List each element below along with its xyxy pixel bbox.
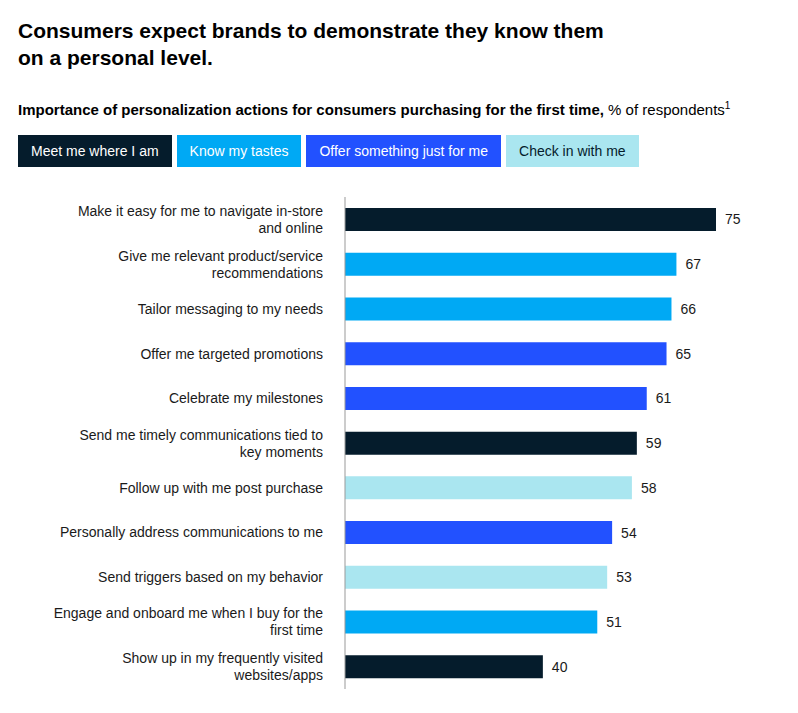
svg-text:Send triggers based on my beha: Send triggers based on my behavior — [98, 569, 323, 585]
svg-text:Send me timely communications: Send me timely communications tied tokey… — [79, 427, 323, 460]
svg-text:Tailor messaging to my needs: Tailor messaging to my needs — [138, 301, 323, 317]
html-text:Offer something just for me: Offer something just for me — [319, 143, 488, 159]
html-text:Check in with me: Check in with me — [519, 143, 626, 159]
html-text:Know my tastes: Know my tastes — [189, 143, 289, 159]
svg-text:66: 66 — [680, 301, 696, 317]
html-text:Meet me where I am: Meet me where I am — [31, 143, 159, 159]
svg-text:65: 65 — [676, 346, 692, 362]
svg-text:Offer me targeted promotions: Offer me targeted promotions — [140, 346, 323, 362]
svg-text:Make it easy for me to navigat: Make it easy for me to navigate in-store… — [78, 203, 323, 236]
svg-text:53: 53 — [616, 569, 632, 585]
svg-text:67: 67 — [685, 256, 701, 272]
html-text:Importance of personalization: Importance of personalization actions fo… — [18, 100, 731, 118]
svg-text:59: 59 — [646, 435, 662, 451]
svg-text:Engage and onboard me when I b: Engage and onboard me when I buy for the… — [54, 605, 324, 638]
svg-text:51: 51 — [606, 614, 622, 630]
svg-text:Show up in my frequently visit: Show up in my frequently visitedwebsites… — [122, 650, 323, 683]
svg-text:40: 40 — [552, 659, 568, 675]
svg-text:58: 58 — [641, 480, 657, 496]
svg-text:61: 61 — [656, 390, 672, 406]
svg-text:Give me relevant product/servi: Give me relevant product/servicerecommen… — [118, 248, 323, 281]
svg-text:Personally address communicati: Personally address communications to me — [60, 524, 323, 540]
html-text:Consumers expect brands to dem: Consumers expect brands to demonstrate t… — [18, 19, 604, 69]
svg-text:54: 54 — [621, 525, 637, 541]
svg-text:Follow up with me post purchas: Follow up with me post purchase — [119, 480, 323, 496]
svg-text:75: 75 — [725, 211, 741, 227]
svg-text:Celebrate my milestones: Celebrate my milestones — [169, 390, 323, 406]
